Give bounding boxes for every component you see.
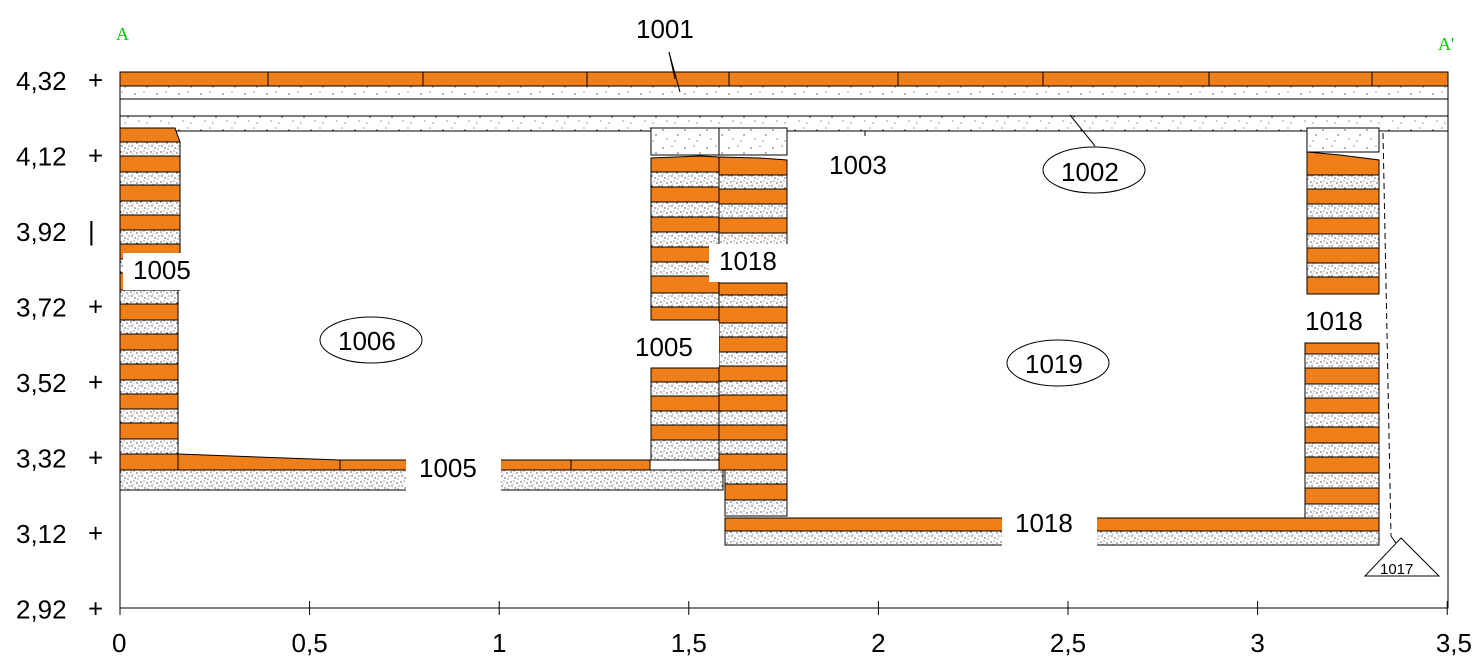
layer-1001 (119, 71, 1449, 100)
left-wall-1005 (119, 127, 181, 455)
y-tick-label: 4,32 (16, 66, 67, 96)
ellipse-1002 (1042, 146, 1146, 194)
y-tick-mark: + (88, 65, 103, 95)
y-tick-label: 3,52 (16, 368, 67, 398)
leader-1002 (1069, 114, 1096, 147)
y-tick-mark: + (88, 594, 103, 624)
label-1018-floor: 1018 (1015, 508, 1073, 538)
y-axis: 4,32 +4,12 +3,92 | 3,72 +3,52 +3,32 +3,12 +2,92 + (16, 65, 103, 625)
y-tick-mark: | (88, 216, 95, 246)
x-tick-label: 2 (871, 628, 885, 658)
label-1017: 1017 (1380, 561, 1413, 578)
y-tick-label: 4,12 (16, 142, 67, 172)
y-tick-mark: + (88, 367, 103, 397)
x-axis: 0 0,5 1 1,5 2 2,5 3 3,5 (112, 601, 1472, 658)
y-tick-mark: + (88, 443, 103, 473)
label-1018-middle: 1018 (719, 246, 777, 276)
section-start-label: A (116, 24, 129, 44)
label-1005-middle: 1005 (635, 332, 693, 362)
x-tick-label: 0 (112, 628, 126, 658)
y-tick-label: 3,12 (16, 519, 67, 549)
label-1001: 1001 (636, 14, 694, 44)
x-tick-label: 3 (1250, 628, 1264, 658)
x-tick-label: 1,5 (671, 628, 707, 658)
label-1006: 1006 (338, 326, 396, 356)
ellipse-1019 (1006, 339, 1110, 387)
layer-1002 (119, 98, 1449, 132)
middle-wall-1005 (650, 127, 720, 461)
marker-1017 (1363, 537, 1441, 577)
middle-wall-1018 (718, 127, 788, 517)
x-tick-label: 2,5 (1050, 628, 1086, 658)
section-end-label: A' (1438, 34, 1454, 54)
y-tick-label: 2,92 (16, 595, 67, 625)
x-tick-label: 3,5 (1436, 628, 1472, 658)
y-tick-mark: + (88, 141, 103, 171)
x-tick-label: 1 (492, 628, 506, 658)
leader-1001-b (668, 51, 676, 80)
label-1003: 1003 (829, 150, 887, 180)
right-wall-1018 (1304, 127, 1380, 519)
label-1005-floor: 1005 (419, 453, 477, 483)
y-tick-mark: + (88, 292, 103, 322)
label-1005-left-wall: 1005 (133, 255, 191, 285)
y-tick-label: 3,92 (16, 217, 67, 247)
cut-line-1017 (1382, 132, 1392, 537)
y-tick-label: 3,72 (16, 293, 67, 323)
ellipse-1006 (319, 316, 423, 364)
x-tick-label: 0,5 (292, 628, 328, 658)
label-1002: 1002 (1061, 157, 1119, 187)
label-1018-right: 1018 (1305, 306, 1363, 336)
label-1019: 1019 (1025, 349, 1083, 379)
y-tick-label: 3,32 (16, 444, 67, 474)
y-tick-mark: + (88, 518, 103, 548)
